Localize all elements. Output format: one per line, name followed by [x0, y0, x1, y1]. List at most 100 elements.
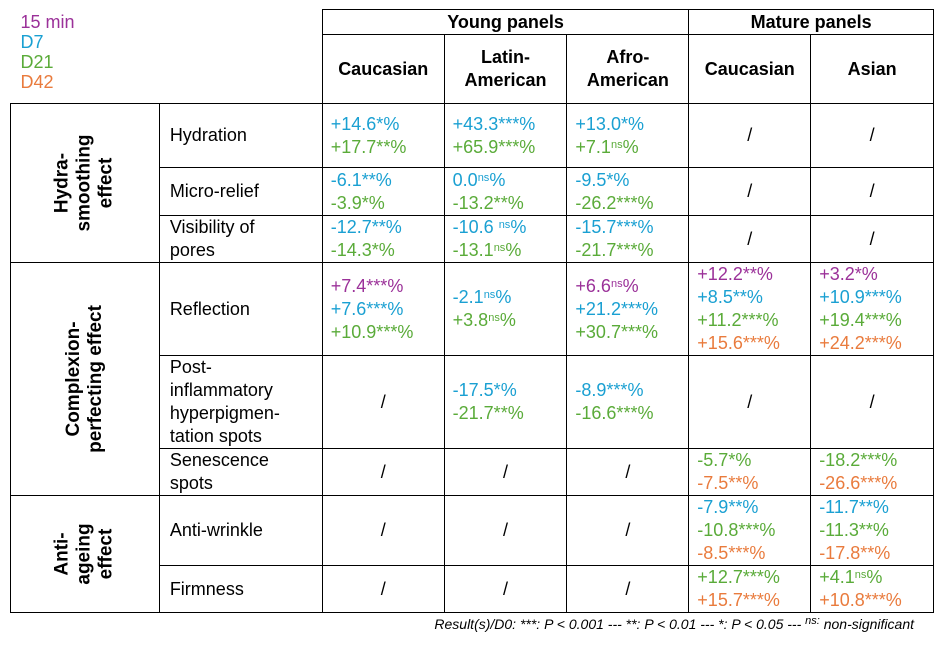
not-applicable-cell: / — [566, 495, 690, 566]
result-cell: -15.7***% -21.7***% — [566, 215, 690, 263]
result-value: -3.9*% — [330, 192, 385, 213]
result-cell: -2.1ns% +3.8ns% — [443, 262, 568, 356]
col-mature-caucasian: Caucasian — [688, 34, 812, 104]
col-young-caucasian: Caucasian — [321, 34, 445, 104]
result-value: +10.9***% — [330, 321, 414, 342]
category-anti-ageing: Anti-ageing effect — [10, 495, 160, 613]
not-applicable-cell: / — [810, 103, 934, 168]
table-row: Visibility of pores -12.7**% -14.3*% -10.6 … — [11, 215, 934, 263]
result-value: -15.7***% — [575, 217, 654, 237]
result-value: +7.4***% — [330, 275, 404, 296]
not-applicable-cell: / — [810, 167, 934, 216]
result-value: -13.2**% — [452, 192, 524, 213]
footnote-ns-superscript: ns: — [805, 615, 820, 627]
not-applicable-cell: / — [566, 565, 690, 613]
col-young-latin-american: Latin- American — [443, 34, 568, 104]
not-applicable-cell: / — [688, 167, 812, 216]
result-value: +7.1ns% — [575, 136, 639, 157]
row-label: Senescence spots — [158, 448, 323, 496]
result-value: +15.7***% — [697, 590, 780, 610]
result-value: -17.8**% — [819, 543, 891, 563]
result-value: +14.6*% — [330, 113, 400, 134]
result-value: -21.7***% — [575, 240, 654, 260]
result-value: +7.6***% — [330, 298, 404, 319]
table-row: Firmness / / / +12.7***% +15.7***% +4.1ns% +10… — [11, 565, 934, 613]
table-row: Complexion-perfecting effect Reflection … — [10, 262, 934, 496]
result-cell: +14.6*% +17.7**% — [321, 103, 445, 168]
result-cell: +7.4***% +7.6***% +10.9***% — [321, 262, 445, 356]
not-applicable-cell: / — [321, 565, 445, 613]
result-value: -13.1ns% — [452, 240, 522, 260]
result-cell: -7.9**% -10.8***% -8.5***% — [688, 495, 812, 566]
result-value: -26.2***% — [575, 192, 654, 213]
result-cell: +12.7***% +15.7***% — [688, 565, 812, 613]
result-cell: 0.0ns% -13.2**% — [443, 167, 568, 216]
result-cell: -9.5*% -26.2***% — [566, 167, 690, 216]
result-value: +3.8ns% — [452, 310, 516, 330]
legend: 15 min D7 D21 D42 — [10, 9, 323, 104]
not-applicable-cell: / — [443, 495, 568, 566]
result-value: -18.2***% — [819, 450, 898, 470]
result-value: 0.0ns% — [452, 169, 506, 190]
result-value: -26.6***% — [819, 473, 898, 493]
result-value: -9.5*% — [575, 169, 630, 190]
result-value: -7.9**% — [697, 497, 759, 517]
result-cell: +6.6ns% +21.2***% +30.7***% — [566, 262, 690, 356]
legend-d21: D21 — [20, 51, 54, 72]
result-value: +3.2*% — [819, 264, 878, 284]
result-value: -12.7**% — [330, 217, 402, 237]
result-cell: -5.7*% -7.5**% — [688, 448, 812, 496]
result-cell: +4.1ns% +10.8***% — [810, 565, 934, 613]
result-value: -11.7**% — [819, 497, 889, 517]
table-row: Post-inflammatory hyperpigmen-tation spot… — [11, 355, 934, 449]
not-applicable-cell: / — [810, 355, 934, 449]
category-complexion-perfecting: Complexion-perfecting effect — [10, 262, 160, 496]
result-value: -16.6***% — [575, 403, 654, 423]
result-value: +8.5**% — [697, 287, 763, 307]
footnote-suffix: non-significant — [819, 616, 914, 632]
row-label: Micro-relief — [158, 167, 323, 216]
result-value: -10.8***% — [697, 520, 776, 540]
result-value: +65.9***% — [452, 136, 536, 157]
result-value: -6.1**% — [330, 169, 392, 190]
result-value: +10.9***% — [819, 287, 902, 307]
not-applicable-cell: / — [810, 215, 934, 263]
not-applicable-cell: / — [321, 448, 445, 496]
result-value: +24.2***% — [819, 333, 902, 353]
result-value: +11.2***% — [697, 310, 779, 330]
result-value: -7.5**% — [697, 473, 759, 493]
result-cell: -17.5*% -21.7**% — [443, 355, 568, 449]
result-value: +43.3***% — [452, 113, 536, 134]
table-row: Hydra-smoothing effect Hydration +14.6*% +… — [10, 103, 934, 263]
row-label: Post-inflammatory hyperpigmen-tation spot… — [158, 355, 323, 449]
legend-d7: D7 — [20, 31, 44, 52]
result-value: +21.2***% — [575, 298, 658, 319]
result-value: +12.2**% — [697, 264, 773, 284]
result-cell: -8.9***% -16.6***% — [566, 355, 690, 449]
result-value: -2.1ns% — [452, 287, 512, 307]
result-value: -21.7**% — [452, 403, 524, 423]
table-row: Micro-relief -6.1**% -3.9*% 0.0ns% -13.2**%… — [11, 167, 934, 216]
mature-panels-header: Mature panels — [688, 9, 934, 35]
result-cell: -11.7**% -11.3**% -17.8**% — [810, 495, 934, 566]
row-label: Visibility of pores — [158, 215, 323, 263]
young-panels-header: Young panels — [321, 9, 690, 35]
result-cell: +3.2*% +10.9***% +19.4***% +24.2***% — [810, 262, 934, 356]
result-value: +30.7***% — [575, 321, 658, 342]
result-value: +19.4***% — [819, 310, 902, 330]
col-young-afro-american: Afro- American — [566, 34, 690, 104]
result-value: +6.6ns% — [575, 275, 639, 296]
result-value: -5.7*% — [697, 450, 752, 470]
result-value: -8.5***% — [697, 543, 766, 563]
result-cell: -18.2***% -26.6***% — [810, 448, 934, 496]
table-row: Anti-ageing effect Anti-wrinkle / / / -7.9**… — [10, 495, 934, 613]
result-value: +10.8***% — [819, 590, 902, 610]
category-hydra-smoothing: Hydra-smoothing effect — [10, 103, 160, 263]
not-applicable-cell: / — [321, 495, 445, 566]
not-applicable-cell: / — [443, 565, 568, 613]
not-applicable-cell: / — [688, 215, 812, 263]
not-applicable-cell: / — [688, 103, 812, 168]
row-label: Anti-wrinkle — [158, 495, 323, 566]
result-cell: -10.6 ns% -13.1ns% — [443, 215, 568, 263]
result-value: -14.3*% — [330, 240, 395, 260]
